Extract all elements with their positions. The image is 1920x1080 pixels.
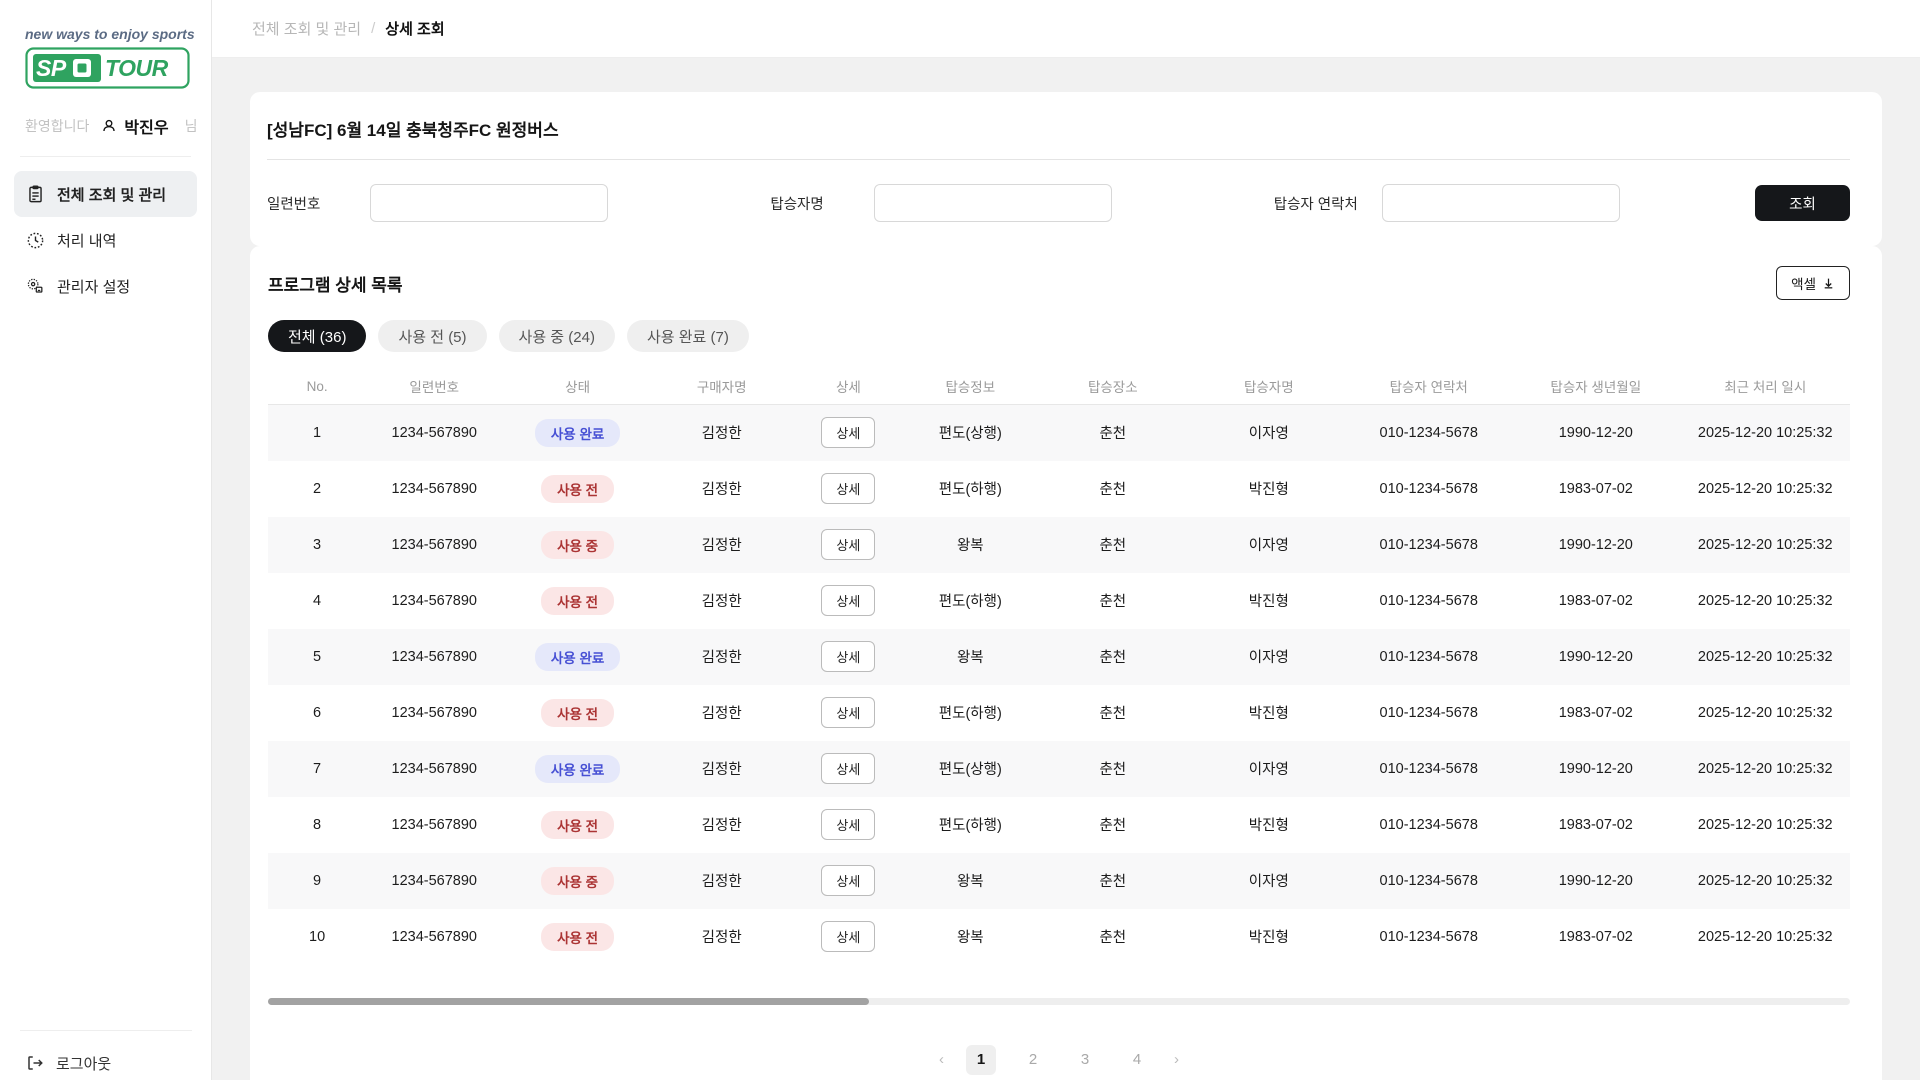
svg-text:SP: SP: [36, 55, 67, 81]
svg-text:TOUR: TOUR: [105, 55, 169, 81]
